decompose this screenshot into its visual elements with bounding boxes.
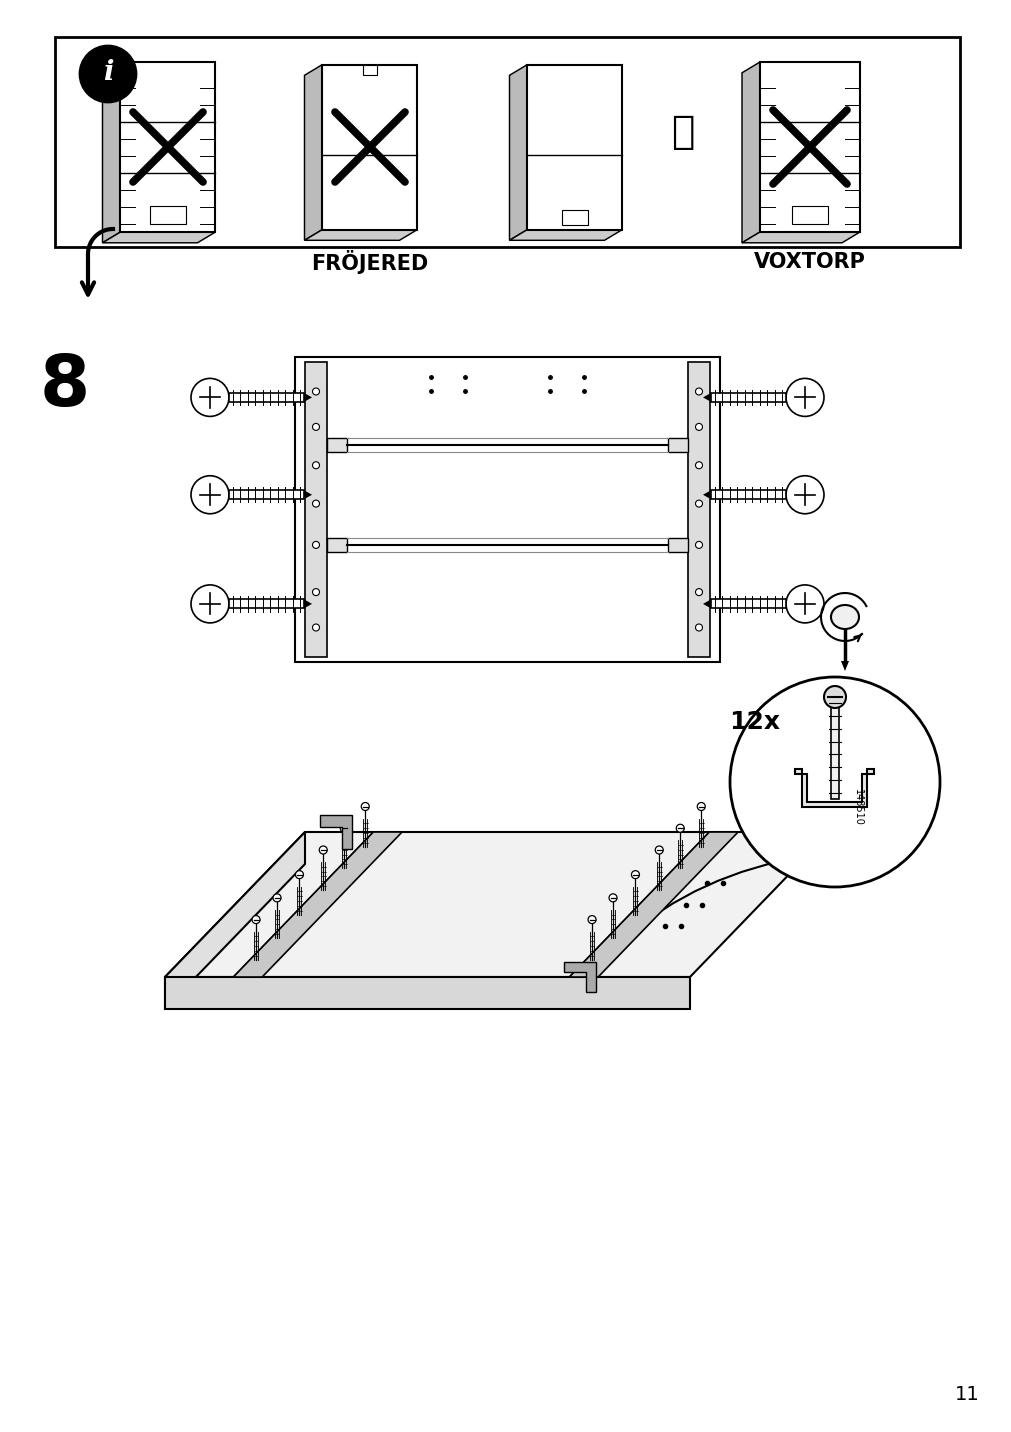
Circle shape <box>609 894 617 902</box>
Polygon shape <box>509 64 527 241</box>
Bar <box>711 392 786 402</box>
Circle shape <box>191 475 228 514</box>
Text: 11: 11 <box>954 1385 979 1403</box>
Circle shape <box>587 915 595 924</box>
Bar <box>792 206 827 223</box>
Bar <box>561 209 587 225</box>
Polygon shape <box>795 769 874 808</box>
Polygon shape <box>165 832 829 977</box>
Bar <box>304 362 327 657</box>
Bar <box>150 206 186 223</box>
Circle shape <box>786 584 823 623</box>
Circle shape <box>729 677 939 886</box>
Bar <box>327 538 347 551</box>
Bar <box>327 438 347 451</box>
Bar <box>228 392 303 402</box>
Bar <box>687 362 710 657</box>
Polygon shape <box>703 392 711 402</box>
Circle shape <box>695 461 702 468</box>
Circle shape <box>312 461 319 468</box>
Circle shape <box>361 802 369 811</box>
Bar <box>667 438 687 451</box>
Circle shape <box>695 589 702 596</box>
Circle shape <box>823 686 845 707</box>
Circle shape <box>695 624 702 632</box>
Bar <box>667 538 687 551</box>
Bar <box>295 357 719 662</box>
Circle shape <box>312 589 319 596</box>
Text: FRÖJERED: FRÖJERED <box>311 249 429 274</box>
Polygon shape <box>568 832 737 977</box>
Circle shape <box>312 500 319 507</box>
Polygon shape <box>741 62 759 243</box>
Bar <box>363 64 377 74</box>
Circle shape <box>697 802 705 811</box>
Circle shape <box>631 871 639 879</box>
Polygon shape <box>703 490 711 500</box>
Circle shape <box>695 424 702 431</box>
Circle shape <box>675 825 683 832</box>
Ellipse shape <box>830 604 858 629</box>
Text: ✋: ✋ <box>670 113 694 150</box>
Text: 148510: 148510 <box>852 789 862 825</box>
Text: 12x: 12x <box>729 710 779 735</box>
Polygon shape <box>741 232 859 243</box>
Circle shape <box>312 624 319 632</box>
Text: 8: 8 <box>39 352 90 421</box>
Bar <box>120 62 215 232</box>
Circle shape <box>273 894 281 902</box>
Bar <box>711 490 786 500</box>
Circle shape <box>695 541 702 548</box>
Circle shape <box>295 871 303 879</box>
Text: i: i <box>103 59 113 86</box>
Bar <box>228 490 303 500</box>
Polygon shape <box>303 392 311 402</box>
Polygon shape <box>564 962 595 992</box>
Circle shape <box>312 424 319 431</box>
Circle shape <box>312 541 319 548</box>
Circle shape <box>252 915 260 924</box>
Circle shape <box>80 46 135 102</box>
Polygon shape <box>509 229 622 241</box>
Bar <box>711 600 786 609</box>
Circle shape <box>312 388 319 395</box>
Polygon shape <box>102 232 215 243</box>
Polygon shape <box>304 64 323 241</box>
Circle shape <box>191 378 228 417</box>
Polygon shape <box>303 600 311 609</box>
Circle shape <box>340 825 348 832</box>
Polygon shape <box>304 229 418 241</box>
Circle shape <box>191 584 228 623</box>
Bar <box>759 62 859 232</box>
Bar <box>527 64 622 229</box>
Circle shape <box>786 378 823 417</box>
Polygon shape <box>319 815 352 849</box>
Circle shape <box>318 846 327 853</box>
Bar <box>55 37 959 246</box>
Polygon shape <box>840 662 848 672</box>
Circle shape <box>654 846 662 853</box>
Polygon shape <box>102 62 120 243</box>
Circle shape <box>786 475 823 514</box>
Polygon shape <box>165 832 304 1010</box>
Bar <box>323 64 418 229</box>
Circle shape <box>695 388 702 395</box>
Bar <box>228 600 303 609</box>
Text: VOXTORP: VOXTORP <box>753 252 865 272</box>
Polygon shape <box>703 600 711 609</box>
Circle shape <box>695 500 702 507</box>
Polygon shape <box>303 490 311 500</box>
Polygon shape <box>233 832 401 977</box>
Bar <box>830 697 838 799</box>
Polygon shape <box>165 977 690 1010</box>
